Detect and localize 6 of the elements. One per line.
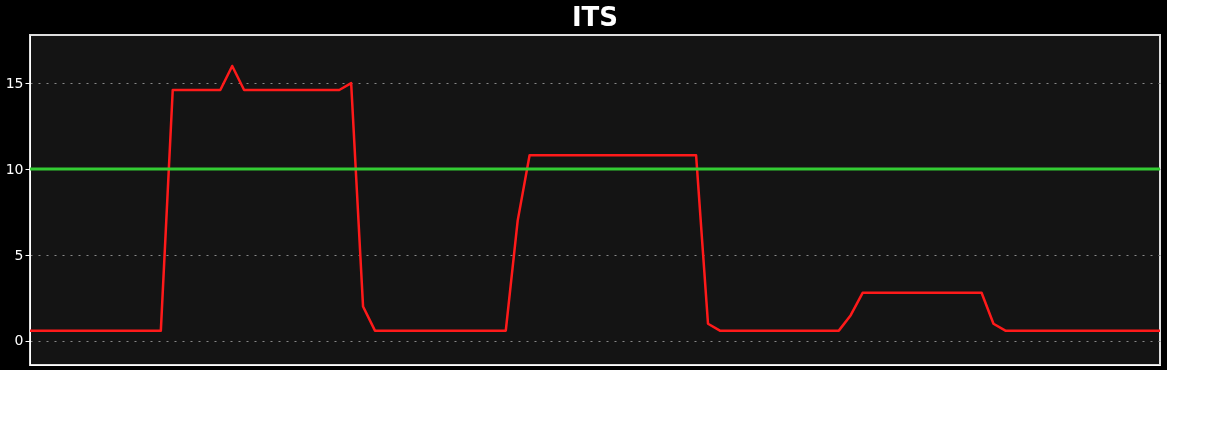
y-tick-label: 15 [5,74,24,91]
y-tick-label: 10 [5,160,24,177]
chart-title: ITS [571,2,619,32]
y-tick-label: 0 [14,332,24,349]
y-tick-label: 5 [14,246,24,263]
line-series [28,64,1162,332]
